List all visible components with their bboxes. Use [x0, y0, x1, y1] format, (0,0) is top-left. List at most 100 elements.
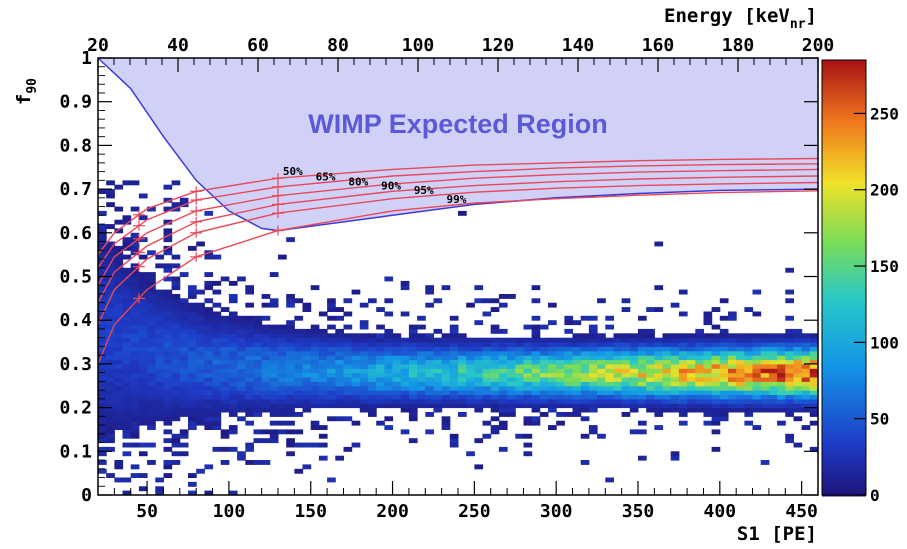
heatmap-cell [400, 342, 410, 347]
heatmap-cell [188, 324, 197, 330]
heatmap-cell [106, 250, 115, 256]
acceptance-label: 50% [283, 165, 303, 178]
heatmap-cell [327, 307, 336, 312]
heatmap-cell [629, 372, 639, 378]
heatmap-cell [171, 285, 181, 291]
heatmap-cell [703, 377, 713, 382]
colorbar-step [822, 472, 866, 475]
heatmap-cell [703, 342, 713, 347]
heatmap-cell [678, 394, 688, 400]
heatmap-cell [318, 337, 328, 343]
heatmap-cell [376, 350, 385, 356]
heatmap-cell [588, 324, 598, 330]
heatmap-cell [638, 359, 647, 365]
acceptance-curve [97, 157, 819, 256]
heatmap-cell [122, 280, 132, 286]
acceptance-label: 99% [447, 193, 467, 206]
heatmap-cell [474, 355, 484, 361]
colorbar-step [822, 436, 866, 439]
heatmap-cell [662, 385, 672, 391]
heatmap-cell [408, 438, 418, 444]
heatmap-cell [204, 377, 214, 382]
heatmap-cell [678, 355, 688, 361]
heatmap-cell [114, 280, 124, 286]
heatmap-cell [179, 385, 189, 391]
heatmap-cell [138, 276, 148, 282]
heatmap-cell [114, 464, 124, 470]
heatmap-cell [114, 184, 124, 190]
heatmap-cell [736, 368, 745, 374]
heatmap-cell [188, 420, 197, 426]
colorbar-step [822, 408, 866, 411]
heatmap-cell [384, 398, 394, 404]
heatmap-cell [564, 381, 574, 387]
heatmap-cell [703, 311, 713, 317]
heatmap-cell [785, 315, 794, 321]
heatmap-cell [302, 363, 312, 369]
heatmap-cell [147, 315, 156, 321]
heatmap-cell [613, 368, 623, 374]
colorbar-step [822, 206, 866, 209]
heatmap-cell [736, 407, 745, 413]
heatmap-cell [163, 289, 173, 295]
heatmap-cell [204, 363, 214, 369]
heatmap-cell [302, 377, 312, 382]
heatmap-cell [785, 363, 794, 369]
heatmap-cell [425, 302, 434, 308]
heatmap-cell [728, 390, 737, 395]
heatmap-cell [318, 390, 328, 395]
heatmap-cell [228, 328, 238, 334]
heatmap-cell [163, 219, 173, 225]
heatmap-cell [531, 285, 541, 291]
heatmap-cell [106, 315, 115, 321]
heatmap-cell [638, 337, 647, 343]
heatmap-cell [253, 429, 263, 435]
heatmap-cell [163, 460, 173, 465]
heatmap-cell [498, 412, 508, 417]
heatmap-cell [130, 280, 140, 286]
heatmap-cell [490, 342, 500, 347]
heatmap-cell [163, 355, 173, 361]
heatmap-cell [228, 320, 238, 326]
colorbar-step [822, 438, 866, 441]
colorbar-step [822, 360, 866, 363]
heatmap-cell [752, 394, 762, 400]
heatmap-cell [163, 363, 173, 369]
heatmap-cell [114, 420, 124, 426]
colorbar-step [822, 286, 866, 289]
heatmap-cell [212, 390, 222, 395]
heatmap-cell [278, 390, 287, 395]
heatmap-cell [760, 460, 770, 465]
heatmap-cell [572, 333, 582, 339]
heatmap-cell [744, 420, 754, 426]
heatmap-cell [384, 390, 394, 395]
heatmap-cell [147, 372, 156, 378]
heatmap-cell [768, 350, 778, 356]
heatmap-cell [744, 390, 754, 395]
heatmap-cell [286, 429, 295, 435]
heatmap-cell [678, 390, 688, 395]
heatmap-cell [621, 355, 631, 361]
heatmap-cell [580, 390, 590, 395]
heatmap-cell [752, 385, 762, 391]
colorbar-step [822, 74, 866, 77]
heatmap-cell [539, 398, 549, 404]
heatmap-cell [621, 372, 631, 378]
heatmap-cell [417, 385, 426, 391]
heatmap-cell [384, 355, 394, 361]
heatmap-cell [204, 355, 214, 361]
heatmap-cell [106, 302, 115, 308]
heatmap-cell [703, 359, 713, 365]
heatmap-cell [130, 359, 140, 365]
heatmap-cell [204, 285, 214, 291]
heatmap-cell [458, 390, 467, 395]
heatmap-cell [155, 372, 164, 378]
heatmap-cell [777, 363, 786, 369]
heatmap-cell [768, 342, 778, 347]
heatmap-cell [482, 363, 492, 369]
heatmap-cell [474, 464, 484, 470]
heatmap-cell [564, 359, 574, 365]
heatmap-cell [196, 320, 205, 326]
heatmap-cell [155, 355, 164, 361]
heatmap-cell [498, 355, 508, 361]
